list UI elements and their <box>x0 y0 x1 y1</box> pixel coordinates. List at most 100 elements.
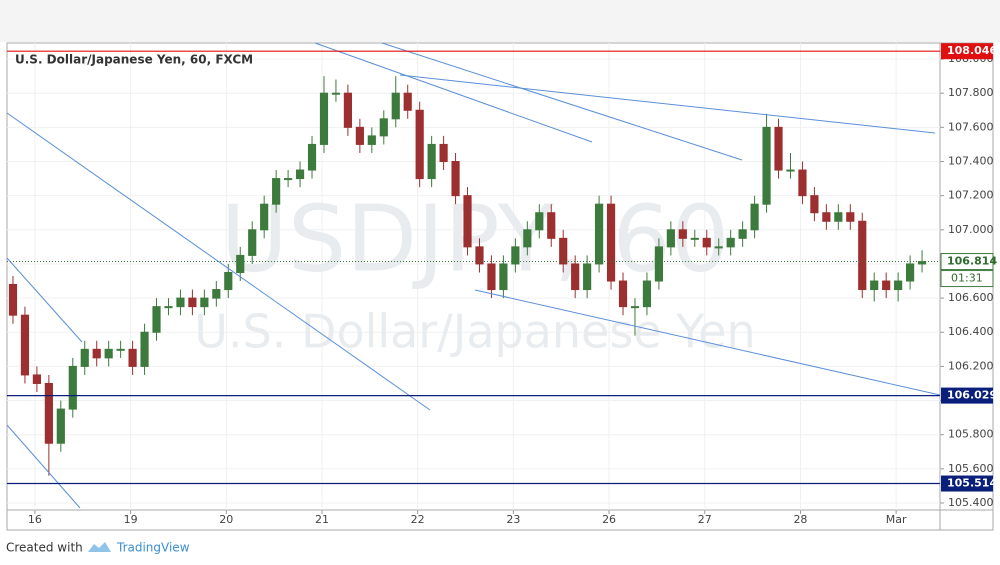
candle-body <box>571 263 580 291</box>
candle-body <box>20 314 30 376</box>
candle-body <box>630 306 640 309</box>
candle-body <box>786 169 795 172</box>
candle-body <box>260 203 269 231</box>
candle-body <box>44 382 53 444</box>
candle-body <box>307 143 317 171</box>
candle-body <box>80 348 89 367</box>
candle-body <box>32 374 41 384</box>
x-tick-label: 28 <box>793 513 807 526</box>
footer-brand[interactable]: TradingView <box>116 541 190 555</box>
candle-body <box>403 92 412 111</box>
candle-body <box>116 348 125 351</box>
watermark: USDJPY, 60 <box>221 185 730 292</box>
trend-line <box>399 74 936 134</box>
candle-body <box>642 280 652 308</box>
x-tick-label: 26 <box>602 513 616 526</box>
candle-body <box>583 263 592 291</box>
y-tick-label: 105.800 <box>948 428 994 441</box>
plot <box>8 76 927 476</box>
candle-body <box>343 92 352 128</box>
candle-body <box>284 178 293 181</box>
candle-body <box>822 212 831 222</box>
candle-body <box>894 280 903 291</box>
trend-line <box>381 42 743 161</box>
candle-body <box>606 203 616 282</box>
candle-body <box>104 348 113 359</box>
candle-body <box>367 135 376 145</box>
chart-title: U.S. Dollar/Japanese Yen, 60, FXCM <box>15 53 253 67</box>
candle-body <box>379 118 388 137</box>
footer <box>0 533 1000 565</box>
candle-body <box>535 212 544 231</box>
trend-line <box>6 112 431 411</box>
candle-body <box>690 237 699 240</box>
trend-line <box>6 257 83 343</box>
candle-body <box>188 297 197 308</box>
tradingview-logo <box>88 542 111 552</box>
candle-body <box>738 229 747 239</box>
candle-body <box>654 246 663 282</box>
candle-body <box>212 289 221 299</box>
candle-body <box>702 237 711 248</box>
candle-body <box>475 246 484 265</box>
y-tick-label: 107.200 <box>948 189 994 202</box>
x-tick-label: 19 <box>124 513 138 526</box>
candle-body <box>762 126 771 205</box>
countdown-label: 01:31 <box>951 272 983 285</box>
trend-line <box>314 42 593 143</box>
candle-body <box>140 331 149 367</box>
x-tick-label: 16 <box>28 513 42 526</box>
candle-body <box>164 306 173 309</box>
y-tick-label: 107.400 <box>948 155 994 168</box>
candle-body <box>427 143 436 180</box>
y-tick-label: 105.600 <box>948 462 994 475</box>
candle-body <box>666 229 675 248</box>
candle-body <box>750 203 759 231</box>
overlay: 106.814 01:31 108.046 106.029 105.514 <box>7 43 997 492</box>
candle-body <box>595 203 604 265</box>
candle-body <box>618 280 628 308</box>
candle-body <box>128 348 137 367</box>
trend-line <box>474 289 941 396</box>
y-tick-label: 107.000 <box>948 223 994 236</box>
candle-body <box>499 263 508 291</box>
candle-body <box>200 297 209 308</box>
last-price-label: 106.814 <box>947 255 997 268</box>
candle-body <box>463 195 472 248</box>
candle-body <box>678 229 687 239</box>
footer-prefix: Created with <box>6 541 83 555</box>
y-tick-label: 107.600 <box>948 120 994 133</box>
candle-body <box>68 365 77 410</box>
candle-body <box>355 126 364 145</box>
candle-body <box>547 212 556 239</box>
last-price-box <box>940 253 994 271</box>
candle-body <box>248 229 257 256</box>
candle-body <box>834 212 843 222</box>
candle-body <box>8 283 18 316</box>
logo-icon <box>88 542 111 552</box>
candle-body <box>56 408 65 444</box>
trend-lines <box>6 42 941 509</box>
candle-body <box>846 212 855 222</box>
candle-body <box>295 169 305 180</box>
candle-body <box>236 254 245 273</box>
candle-body <box>810 195 819 214</box>
candle-body <box>152 306 161 333</box>
candle-body <box>319 92 329 145</box>
candle-body <box>523 229 532 248</box>
candle-body <box>882 280 891 291</box>
candle-body <box>92 348 101 359</box>
candle-body <box>176 297 185 308</box>
y-tick-label: 106.400 <box>948 325 994 338</box>
countdown-box <box>940 270 994 288</box>
candle-body <box>391 92 400 120</box>
horizontal-line-label: 105.514 <box>947 477 997 490</box>
y-tick-label: 106.200 <box>948 359 994 372</box>
x-tick-label: Mar <box>886 513 907 526</box>
candle-body <box>714 246 723 249</box>
candle-body <box>906 263 915 282</box>
watermark-subtitle: U.S. Dollar/Japanese Yen <box>194 305 755 359</box>
y-tick-label: 106.600 <box>948 291 994 304</box>
y-tick-label: 105.400 <box>948 496 994 509</box>
